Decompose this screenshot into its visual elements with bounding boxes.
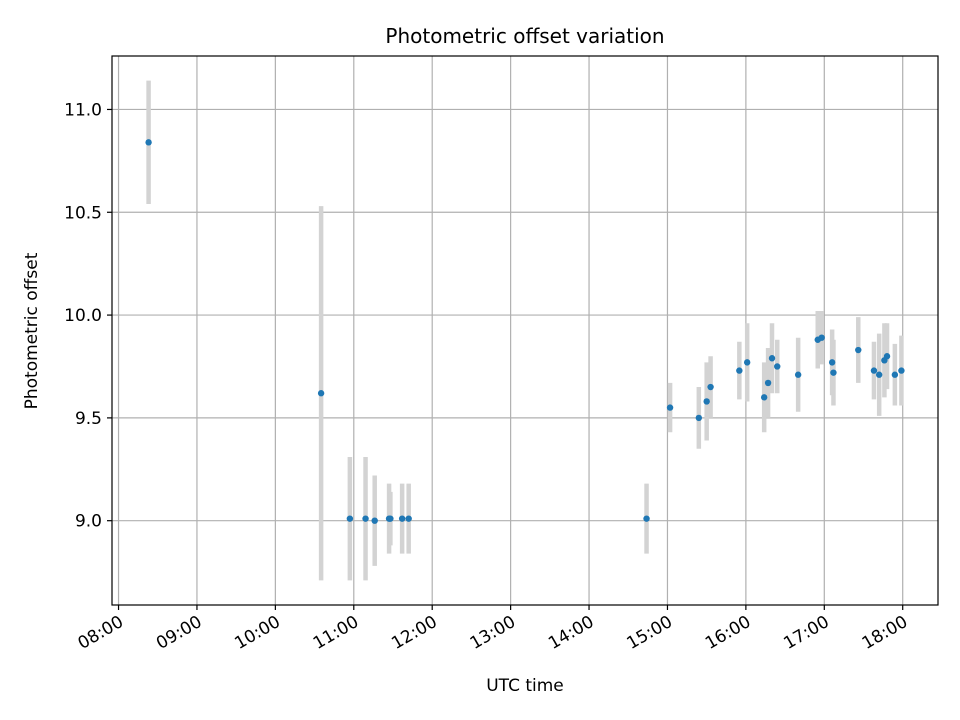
y-tick-label: 9.0 — [75, 512, 102, 532]
x-tick-label: 16:00 — [702, 612, 754, 654]
x-tick-label: 08:00 — [75, 612, 127, 654]
data-point — [707, 383, 714, 391]
data-point — [695, 414, 703, 422]
data-point — [891, 371, 899, 378]
x-tick-label: 14:00 — [545, 612, 597, 654]
data-point — [875, 371, 883, 378]
data-point — [405, 515, 412, 522]
y-tick-label: 10.0 — [64, 306, 102, 326]
data-point — [317, 390, 325, 397]
x-tick-label: 09:00 — [153, 612, 205, 654]
y-tick-label: 11.0 — [64, 100, 102, 120]
data-point — [703, 398, 710, 405]
x-axis: 08:00 09:00 10:00 11:00 12:00 13:00 14:00 15:00… — [75, 605, 911, 654]
errorbar-layer — [146, 80, 904, 581]
y-axis-title: Photometric offset — [22, 252, 42, 409]
data-point — [883, 353, 891, 360]
data-point — [828, 359, 836, 366]
data-point — [387, 515, 394, 522]
plot-frame — [111, 55, 939, 606]
data-point — [371, 517, 378, 524]
data-point — [774, 363, 781, 370]
data-point — [362, 515, 369, 522]
point-layer — [145, 139, 905, 524]
data-point — [145, 139, 152, 146]
x-tick-label: 15:00 — [624, 612, 676, 654]
data-point — [346, 515, 354, 522]
x-tick-label: 11:00 — [310, 612, 362, 654]
grid-layer — [112, 56, 938, 605]
data-point — [398, 515, 406, 522]
data-point — [870, 367, 878, 374]
data-point — [768, 355, 776, 362]
data-point — [760, 394, 768, 401]
data-point — [666, 404, 674, 411]
x-tick-label: 18:00 — [859, 612, 911, 654]
data-point — [736, 367, 743, 374]
x-tick-label: 17:00 — [780, 612, 832, 654]
x-tick-label: 10:00 — [231, 612, 283, 654]
data-point — [855, 346, 862, 354]
y-tick-label: 10.5 — [64, 203, 102, 223]
x-axis-title: UTC time — [486, 676, 564, 696]
y-tick-label: 9.5 — [75, 409, 102, 429]
data-point — [818, 334, 825, 341]
data-point — [898, 367, 905, 374]
chart-title: Photometric offset variation — [385, 24, 664, 48]
data-point — [643, 515, 650, 522]
x-tick-label: 12:00 — [388, 612, 440, 654]
data-point — [743, 359, 751, 366]
y-axis: 9.0 9.5 10.0 10.5 11.0 — [64, 100, 112, 532]
x-tick-label: 13:00 — [467, 612, 519, 654]
data-point — [830, 369, 837, 376]
data-point — [764, 379, 772, 387]
data-point — [794, 371, 802, 378]
